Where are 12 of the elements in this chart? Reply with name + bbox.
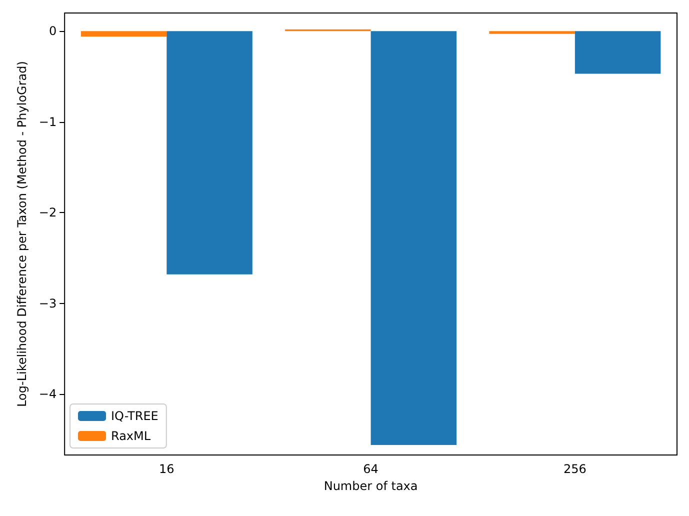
legend-label: IQ-TREE [111, 409, 158, 423]
x-tick-label: 64 [363, 462, 378, 476]
y-tick-label: −3 [38, 296, 57, 310]
y-axis-title: Log-Likelihood Difference per Taxon (Method - PhyloGrad) [15, 61, 29, 407]
y-tick-label: −1 [38, 114, 57, 129]
y-tick-label: −2 [38, 206, 57, 220]
y-tick-label: −4 [38, 387, 57, 402]
legend-label: RaxML [111, 429, 151, 443]
x-tick-label: 256 [563, 462, 586, 476]
x-axis-title: Number of taxa [324, 478, 418, 493]
y-tick-label: 0 [48, 24, 57, 38]
x-tick-label: 16 [159, 462, 174, 476]
